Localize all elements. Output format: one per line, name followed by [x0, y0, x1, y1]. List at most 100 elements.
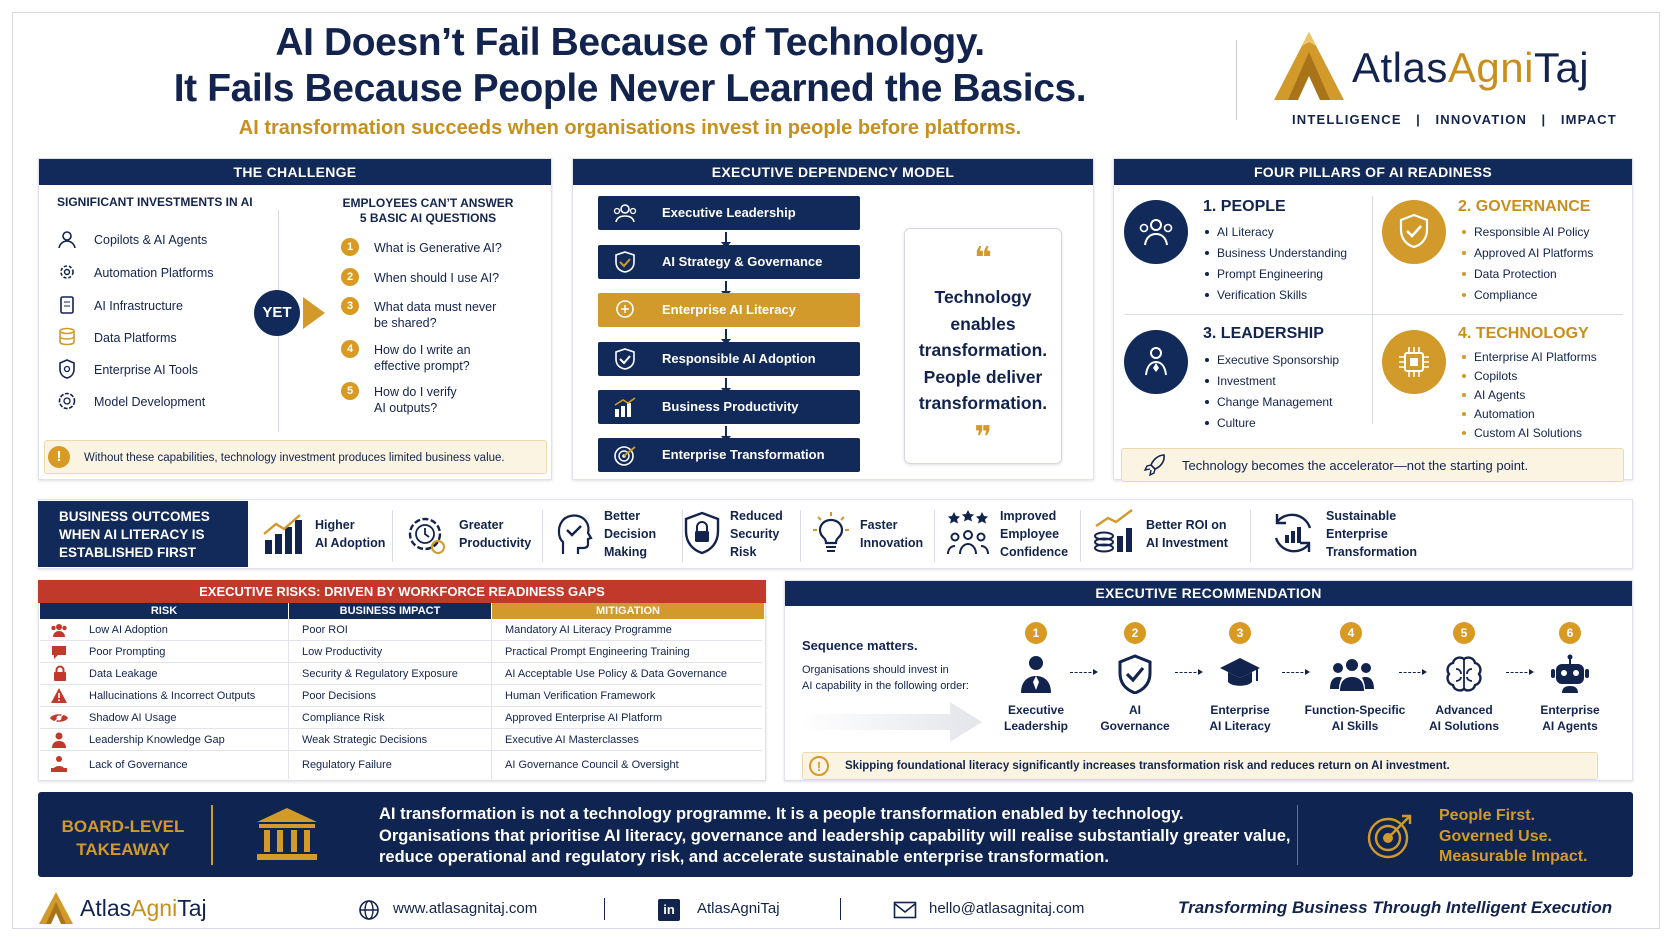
pillars-footer-text: Technology becomes the accelerator—not t…	[1182, 458, 1529, 473]
question-item: What is Generative AI?	[374, 240, 502, 256]
outcome-divider	[682, 510, 683, 562]
risk-cell: Shadow AI Usage	[89, 712, 177, 724]
down-arrow-icon	[721, 426, 731, 442]
pillar-bullet: AI Literacy	[1205, 225, 1274, 239]
quote-text: Technology enables transformation. Peopl…	[904, 284, 1062, 417]
outcome-line: Higher	[315, 518, 355, 532]
step-label-line: Enterprise	[1210, 703, 1270, 717]
dashed-arrow-icon	[1070, 669, 1098, 675]
outcome-line: Better	[604, 509, 641, 523]
shield-gear-icon	[55, 357, 79, 381]
table-row: Poor Prompting Low Productivity Practica…	[40, 641, 762, 663]
graduation-cap-icon	[1220, 658, 1260, 686]
challenge-warning-text: Without these capabilities, technology i…	[84, 452, 505, 464]
step-number: 5	[1453, 622, 1475, 644]
person-icon	[52, 732, 66, 748]
question-number: 5	[341, 382, 359, 400]
outcome-line: Decision	[604, 527, 657, 541]
risk-cell: Lack of Governance	[89, 759, 188, 771]
down-arrow-icon	[721, 232, 731, 248]
step-label: Advanced AI Solutions	[1409, 702, 1519, 734]
technology-pillar-icon	[1382, 330, 1446, 394]
lightbulb-icon	[813, 512, 849, 552]
outcome-divider	[542, 510, 543, 562]
board-takeaway	[38, 792, 1633, 877]
outcome-label: Reduced Security Risk	[730, 507, 783, 561]
governance-pillar-icon	[1382, 200, 1446, 264]
target-icon	[614, 446, 636, 466]
pillar-bullet: Change Management	[1204, 395, 1333, 409]
pillar-bullet: AI Agents	[1461, 388, 1526, 402]
outcome-line: AI Investment	[1146, 536, 1228, 550]
quote-line: transformation.	[918, 340, 1048, 360]
brand-logo-icon	[1274, 32, 1344, 100]
table-row: Data Leakage Security & Regulatory Expos…	[40, 663, 762, 685]
outcome-label: Higher AI Adoption	[315, 516, 385, 552]
risk-cell: Low AI Adoption	[89, 624, 168, 636]
shield-check-icon	[615, 348, 635, 370]
pillars-vdivider	[1372, 196, 1373, 424]
question-number: 4	[341, 340, 359, 358]
question-line: How do I write an	[374, 343, 471, 357]
page-subtitle: AI transformation succeeds when organisa…	[238, 117, 1022, 139]
down-arrow-icon	[721, 378, 731, 394]
globe-icon	[359, 900, 379, 920]
quote-open-icon: ❝	[974, 242, 992, 275]
outcomes-label-line: BUSINESS OUTCOMES	[59, 509, 210, 524]
outcome-label: Better Decision Making	[604, 507, 656, 561]
challenge-warning	[44, 440, 547, 474]
recommendation-desc: Organisations should invest in AI capabi…	[802, 662, 969, 694]
investment-item: Model Development	[94, 395, 206, 409]
question-item: When should I use AI?	[374, 270, 499, 286]
website-link[interactable]: www.atlasagnitaj.com	[393, 900, 538, 917]
outcome-divider	[1080, 510, 1081, 562]
pillar-bullet: Compliance	[1461, 288, 1538, 302]
footer-logo-icon	[39, 892, 73, 924]
database-icon	[55, 325, 79, 349]
pillar-bullet: Responsible AI Policy	[1461, 225, 1590, 239]
question-line: effective prompt?	[374, 359, 470, 373]
pillars-panel: FOUR PILLARS OF AI READINESS	[1113, 158, 1633, 480]
outcome-line: Transformation	[1326, 545, 1417, 559]
dependency-step-label: Enterprise AI Literacy	[662, 302, 796, 317]
pillar-bullet: Enterprise AI Platforms	[1462, 350, 1597, 364]
dependency-step: Responsible AI Adoption	[598, 342, 860, 376]
pillar-bullet: Verification Skills	[1204, 288, 1308, 302]
risks-header-mitigation: MITIGATION	[492, 603, 764, 619]
dependency-step: Executive Leadership	[598, 196, 860, 230]
questions-heading-line-1: EMPLOYEES CAN’T ANSWER	[342, 196, 514, 210]
recommendation-lead: Sequence matters.	[802, 638, 918, 653]
outcome-line: Productivity	[459, 536, 532, 550]
mitigation-cell: Executive AI Masterclasses	[505, 734, 639, 746]
title-line-1: AI Doesn’t Fail Because of Technology.	[275, 21, 985, 64]
brand-part-taj: Taj	[1533, 44, 1590, 91]
pillar-title-people: 1. PEOPLE	[1203, 198, 1286, 215]
board-text-line: reduce operational and regulatory risk, …	[379, 848, 1109, 866]
dependency-step-label: AI Strategy & Governance	[662, 254, 823, 269]
brain-gear-icon	[55, 389, 79, 413]
rocket-icon	[1143, 454, 1165, 477]
outcome-line: Innovation	[860, 536, 924, 550]
board-text: AI transformation is not a technology pr…	[379, 804, 1290, 869]
page-title: AI Doesn’t Fail Because of Technology. I…	[60, 20, 1200, 112]
dependency-title: EXECUTIVE DEPENDENCY MODEL	[573, 159, 1093, 185]
step-label-line: Enterprise	[1540, 703, 1600, 717]
email-link[interactable]: hello@atlasagnitaj.com	[929, 900, 1085, 917]
step-number: 6	[1559, 622, 1581, 644]
step-label-line: Leadership	[1003, 719, 1069, 733]
impact-cell: Poor ROI	[302, 624, 348, 636]
investment-item: Enterprise AI Tools	[94, 363, 198, 377]
pillar-bullet: Custom AI Solutions	[1461, 426, 1583, 440]
impact-cell: Poor Decisions	[302, 690, 376, 702]
linkedin-link[interactable]: AtlasAgniTaj	[697, 900, 780, 917]
outcome-line: Greater	[459, 518, 504, 532]
outcome-line: Better ROI on	[1146, 518, 1227, 532]
investments-heading: SIGNIFICANT INVESTMENTS IN AI	[57, 195, 253, 209]
dependency-step: Enterprise Transformation	[598, 438, 860, 472]
outcome-label: Faster Innovation	[860, 516, 923, 552]
team-icon	[1330, 659, 1374, 691]
recommendation-panel: EXECUTIVE RECOMMENDATION	[784, 580, 1633, 781]
pillar-bullet: Copilots	[1461, 369, 1518, 383]
question-item: How do I verify AI outputs?	[374, 384, 457, 416]
question-item: What data must never be shared?	[374, 299, 496, 331]
